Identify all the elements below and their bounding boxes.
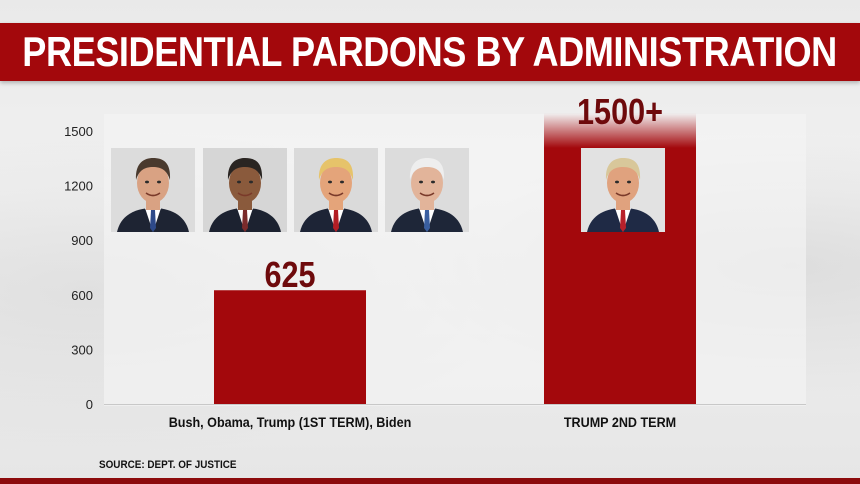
obama-portrait xyxy=(203,148,287,232)
category-label: Bush, Obama, Trump (1ST TERM), Biden xyxy=(169,414,412,430)
data-label: 1500+ xyxy=(577,93,663,133)
biden-portrait xyxy=(385,148,469,232)
y-tick-label: 1200 xyxy=(64,179,93,194)
y-tick-label: 900 xyxy=(71,233,93,248)
source-note: SOURCE: DEPT. OF JUSTICE xyxy=(99,459,237,471)
y-tick-label: 0 xyxy=(86,397,93,412)
chart-title: PRESIDENTIAL PARDONS BY ADMINISTRATION xyxy=(22,28,838,75)
category-label: TRUMP 2ND TERM xyxy=(564,414,676,430)
data-label: 625 xyxy=(264,256,315,296)
y-tick-label: 600 xyxy=(71,288,93,303)
y-tick-label: 1500 xyxy=(64,124,93,139)
bush-portrait xyxy=(111,148,195,232)
title-banner: PRESIDENTIAL PARDONS BY ADMINISTRATION xyxy=(0,23,860,81)
bottom-rule xyxy=(0,478,860,484)
trump-portrait xyxy=(294,148,378,232)
bar xyxy=(214,290,366,404)
trump-second-term-portrait xyxy=(581,148,665,232)
y-tick-label: 300 xyxy=(71,342,93,357)
